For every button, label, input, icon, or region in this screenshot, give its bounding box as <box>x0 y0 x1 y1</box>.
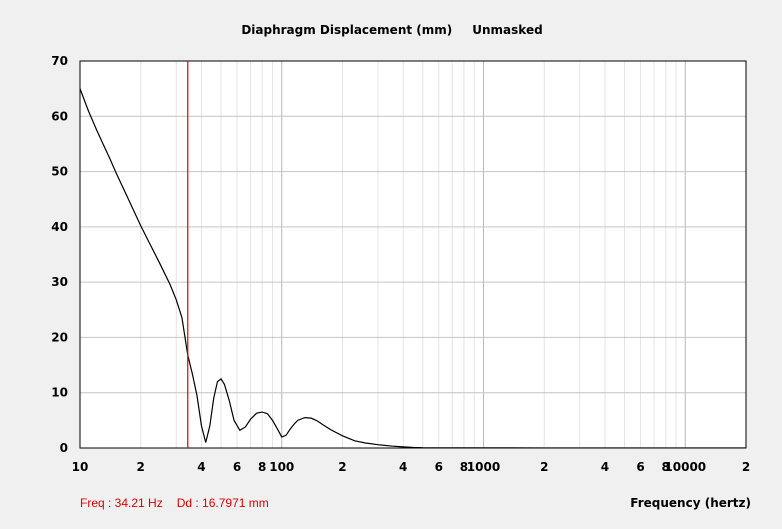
x-tick-label: 8 <box>258 460 266 474</box>
displacement-curve <box>79 88 746 449</box>
x-tick-label: 2 <box>137 460 145 474</box>
x-tick-label: 10 <box>72 460 89 474</box>
cursor-readout: Freq : 34.21 Hz Dd : 16.7971 mm <box>80 496 269 510</box>
readout-frequency: Freq : 34.21 Hz <box>80 496 163 510</box>
y-tick-label: 40 <box>51 220 68 234</box>
chart-title-main: Diaphragm Displacement (mm) <box>241 23 452 37</box>
x-tick-label: 4 <box>399 460 407 474</box>
x-tick-label: 2 <box>540 460 548 474</box>
y-tick-label: 70 <box>51 54 68 68</box>
x-tick-label: 2 <box>338 460 346 474</box>
x-tick-label: 6 <box>233 460 241 474</box>
readout-displacement: Dd : 16.7971 mm <box>177 496 269 510</box>
x-tick-label: 100 <box>269 460 294 474</box>
x-tick-label: 8 <box>662 460 670 474</box>
x-tick-label: 8 <box>460 460 468 474</box>
y-tick-label: 10 <box>51 386 68 400</box>
x-tick-label: 4 <box>197 460 205 474</box>
x-axis-label: Frequency (hertz) <box>630 496 751 510</box>
x-tick-label: 4 <box>601 460 609 474</box>
x-tick-label: 6 <box>636 460 644 474</box>
chart-title: Diaphragm Displacement (mm) Unmasked <box>241 23 542 37</box>
y-tick-label: 30 <box>51 275 68 289</box>
horizontal-gridlines <box>80 115 746 394</box>
x-tick-label: 1000 <box>467 460 500 474</box>
y-axis-ticks: 0 10 20 30 40 50 60 70 <box>51 54 68 455</box>
plot-area[interactable] <box>80 61 746 448</box>
y-tick-label: 50 <box>51 165 68 179</box>
y-tick-label: 60 <box>51 109 68 123</box>
x-tick-label: 2 <box>742 460 750 474</box>
x-tick-label: 6 <box>435 460 443 474</box>
y-tick-label: 20 <box>51 330 68 344</box>
x-tick-label: 10000 <box>664 460 706 474</box>
mask-label: Unmasked <box>472 23 542 37</box>
y-tick-label: 0 <box>60 441 68 455</box>
